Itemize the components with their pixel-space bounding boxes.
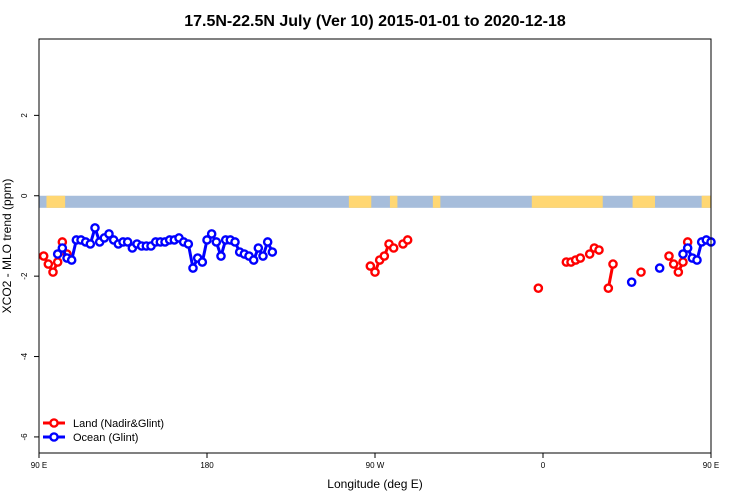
data-point	[202, 235, 212, 245]
data-point	[626, 277, 637, 287]
data-point	[678, 257, 688, 267]
legend-label: Ocean (Glint)	[73, 432, 138, 444]
chart-title: 17.5N-22.5N July (Ver 10) 2015-01-01 to …	[184, 13, 566, 30]
data-point	[258, 251, 268, 261]
data-point	[388, 243, 399, 253]
data-point	[594, 245, 604, 255]
data-point	[206, 229, 217, 239]
data-point	[43, 259, 54, 269]
legend-marker	[49, 418, 59, 428]
land-mask-segment	[348, 195, 372, 208]
data-point	[533, 283, 544, 294]
x-tick-label: 0	[541, 461, 546, 470]
data-point	[379, 251, 390, 261]
data-point	[52, 249, 63, 259]
y-tick-label: -2	[20, 272, 29, 280]
data-point	[402, 235, 413, 245]
data-point	[608, 259, 618, 269]
data-point	[188, 263, 198, 273]
data-point	[673, 267, 684, 277]
surface-mask	[39, 195, 711, 208]
legend-marker	[49, 432, 59, 442]
data-point	[262, 237, 273, 247]
data-point	[682, 243, 693, 253]
data-point	[664, 251, 674, 261]
data-point	[66, 255, 77, 265]
data-point	[85, 239, 96, 249]
data-point	[38, 251, 49, 261]
land-mask-segment	[632, 195, 655, 208]
x-tick-label: 90 E	[31, 461, 47, 470]
x-tick-label: 90 W	[366, 461, 385, 470]
data-point	[668, 259, 679, 269]
data-point	[584, 249, 595, 259]
data-point	[678, 249, 688, 259]
series-ocean	[52, 222, 716, 287]
y-tick-label: -4	[20, 352, 29, 360]
land-mask-segment	[46, 195, 66, 208]
y-tick-label: 2	[20, 113, 29, 118]
data-point	[52, 257, 63, 267]
data-point	[636, 267, 646, 277]
data-point	[370, 267, 380, 277]
data-point	[90, 223, 100, 233]
land-mask-segment	[389, 195, 398, 208]
series-layer	[38, 222, 716, 294]
x-tick-label: 90 E	[703, 461, 719, 470]
data-point	[692, 255, 702, 265]
land-mask-segment	[531, 195, 603, 208]
data-point	[216, 251, 226, 261]
ocean-mask-band	[39, 195, 711, 208]
data-point	[365, 261, 376, 271]
axes: 90 E 180 90 W 0 90 E 2 0 -2 -4 -6	[20, 38, 719, 470]
data-point	[122, 237, 133, 247]
data-point	[183, 239, 194, 249]
data-point	[197, 257, 208, 267]
land-mask-segment	[432, 195, 441, 208]
y-axis-label: XCO2 - MLO trend (ppm)	[0, 179, 14, 314]
legend-label: Land (Nadir&Glint)	[73, 418, 164, 430]
data-point	[104, 229, 114, 239]
legend: Land (Nadir&Glint) Ocean (Glint)	[43, 418, 164, 444]
data-point	[230, 237, 240, 247]
data-point	[57, 243, 68, 253]
data-point	[654, 263, 665, 273]
y-tick-label: 0	[20, 193, 29, 198]
data-point	[48, 267, 58, 277]
x-axis-label: Longitude (deg E)	[327, 477, 422, 491]
y-tick-label: -6	[20, 433, 29, 441]
data-point	[267, 247, 278, 257]
data-point	[248, 255, 259, 265]
data-point	[575, 253, 586, 263]
data-point	[211, 237, 222, 247]
land-mask-segment	[701, 195, 711, 208]
x-tick-label: 180	[200, 461, 214, 470]
data-point	[253, 243, 264, 253]
data-point	[603, 283, 614, 294]
